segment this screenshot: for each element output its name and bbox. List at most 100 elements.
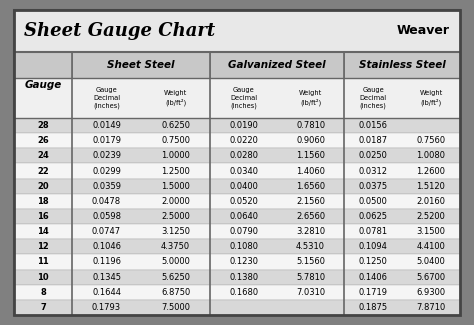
Text: 2.0000: 2.0000 [161,197,190,206]
Bar [14,148,460,163]
Text: 0.1250: 0.1250 [359,257,387,266]
Text: 1.1560: 1.1560 [296,151,325,160]
Text: 0.0790: 0.0790 [229,227,258,236]
Text: 0.1230: 0.1230 [229,257,258,266]
Text: 1.0080: 1.0080 [417,151,446,160]
Text: 0.1793: 0.1793 [92,303,121,312]
Bar [14,239,460,254]
Bar [14,194,460,209]
Text: 24: 24 [37,151,49,160]
Text: 0.0280: 0.0280 [229,151,258,160]
Text: 7.5000: 7.5000 [161,303,190,312]
Text: 0.6250: 0.6250 [161,121,190,130]
Text: 5.6700: 5.6700 [417,273,446,282]
Text: 0.0747: 0.0747 [92,227,121,236]
Text: 0.1680: 0.1680 [229,288,258,297]
Text: 0.0400: 0.0400 [229,182,258,191]
Text: Weaver: Weaver [397,24,450,37]
Text: 2.0160: 2.0160 [417,197,446,206]
Text: 0.0179: 0.0179 [92,136,121,145]
Text: Sheet Gauge Chart: Sheet Gauge Chart [24,22,215,40]
Text: 0.0640: 0.0640 [229,212,258,221]
Text: 7: 7 [40,303,46,312]
Text: 8: 8 [40,288,46,297]
Text: 28: 28 [37,121,49,130]
Text: 0.0359: 0.0359 [92,182,121,191]
Text: 20: 20 [37,182,49,191]
Text: 0.0156: 0.0156 [358,121,388,130]
Text: Weight
(lb/ft²): Weight (lb/ft²) [164,90,187,106]
Bar [14,254,460,269]
Text: 3.2810: 3.2810 [296,227,325,236]
Text: 0.1406: 0.1406 [358,273,388,282]
Text: 4.3750: 4.3750 [161,242,190,251]
Text: 0.0149: 0.0149 [92,121,121,130]
Bar [14,52,72,118]
Text: Gauge
Decimal
(inches): Gauge Decimal (inches) [359,87,387,109]
Text: 1.5000: 1.5000 [161,182,190,191]
Text: 1.2600: 1.2600 [417,166,446,176]
Text: 10: 10 [37,273,49,282]
Text: Gauge: Gauge [24,80,62,90]
Bar [14,133,460,148]
Text: 0.0187: 0.0187 [358,136,388,145]
Text: 12: 12 [37,242,49,251]
Bar [14,269,460,285]
Text: 6.8750: 6.8750 [161,288,190,297]
Text: 1.4060: 1.4060 [296,166,325,176]
Text: 6.9300: 6.9300 [417,288,446,297]
Bar [14,179,460,194]
Bar [14,78,460,118]
Text: 0.0520: 0.0520 [229,197,258,206]
Text: 0.0625: 0.0625 [358,212,388,221]
Text: 0.1345: 0.1345 [92,273,121,282]
Text: 4.4100: 4.4100 [417,242,446,251]
Text: 11: 11 [37,257,49,266]
Text: Sheet Steel: Sheet Steel [107,60,175,70]
Text: 3.1250: 3.1250 [161,227,190,236]
Text: 5.0000: 5.0000 [161,257,190,266]
Text: 0.1196: 0.1196 [92,257,121,266]
Text: 5.6250: 5.6250 [161,273,190,282]
Text: 2.6560: 2.6560 [296,212,325,221]
Text: 0.7500: 0.7500 [161,136,190,145]
Bar [210,52,344,78]
Bar [72,52,210,78]
Text: 18: 18 [37,197,49,206]
Text: 7.0310: 7.0310 [296,288,325,297]
Text: 14: 14 [37,227,49,236]
Bar [14,300,460,315]
Text: 0.1644: 0.1644 [92,288,121,297]
Text: Galvanized Steel: Galvanized Steel [228,60,326,70]
Text: 0.0598: 0.0598 [92,212,121,221]
Bar [14,224,460,239]
Text: 3.1500: 3.1500 [417,227,446,236]
Text: 0.0299: 0.0299 [92,166,121,176]
Text: 0.0239: 0.0239 [92,151,121,160]
Bar [14,118,460,133]
Text: 0.0478: 0.0478 [92,197,121,206]
Text: 2.5000: 2.5000 [161,212,190,221]
Bar [14,285,460,300]
Text: 0.7560: 0.7560 [417,136,446,145]
Text: Weight
(lb/ft²): Weight (lb/ft²) [299,90,322,106]
Text: 1.5120: 1.5120 [417,182,446,191]
Text: Stainless Steel: Stainless Steel [359,60,446,70]
Bar [344,52,460,78]
Text: 1.0000: 1.0000 [161,151,190,160]
Text: 0.1094: 0.1094 [359,242,387,251]
Text: 7.8710: 7.8710 [416,303,446,312]
Text: 0.1080: 0.1080 [229,242,258,251]
Text: Gauge
Decimal
(inches): Gauge Decimal (inches) [93,87,120,109]
Text: 0.1046: 0.1046 [92,242,121,251]
Text: 5.1560: 5.1560 [296,257,325,266]
Text: 4.5310: 4.5310 [296,242,325,251]
Bar [14,163,460,179]
Text: 0.0500: 0.0500 [359,197,387,206]
Text: 0.1875: 0.1875 [358,303,388,312]
Text: 16: 16 [37,212,49,221]
Text: 5.7810: 5.7810 [296,273,325,282]
Bar [14,209,460,224]
Text: 0.0220: 0.0220 [229,136,258,145]
Text: 0.0375: 0.0375 [358,182,388,191]
